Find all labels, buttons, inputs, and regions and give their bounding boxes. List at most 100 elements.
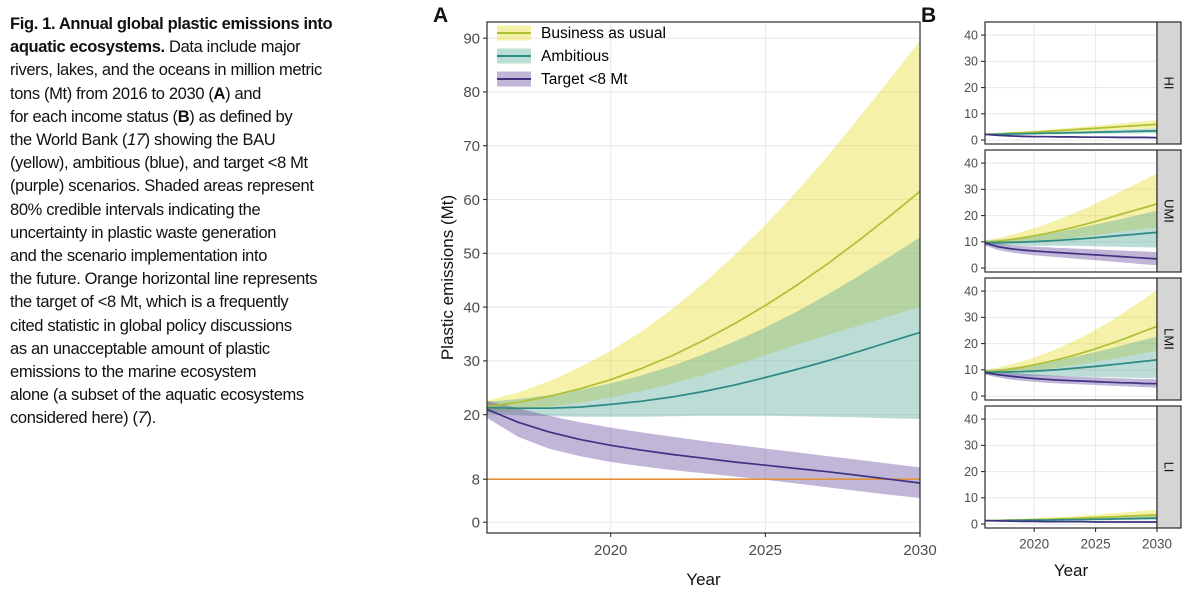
caption-segment: ) and	[225, 84, 261, 103]
y-tick-label: 40	[463, 299, 480, 316]
y-tick-label: 30	[463, 353, 480, 370]
line-ambitious	[486, 331, 921, 410]
y-tick-label: 10	[964, 491, 978, 505]
x-axis-title: Year	[686, 570, 721, 589]
caption-line: the future. Orange horizontal line repre…	[10, 268, 410, 291]
caption-line: as an unacceptable amount of plastic	[10, 338, 410, 361]
y-tick-label: 50	[463, 246, 480, 263]
y-tick-label: 30	[964, 311, 978, 325]
y-tick-label: 0	[971, 517, 978, 531]
caption-segment: considered here) (	[10, 409, 138, 428]
y-tick-label: 30	[964, 439, 978, 453]
x-tick-label: 2030	[1142, 537, 1172, 552]
line-business-as-usual	[984, 123, 1158, 136]
x-tick-label: 2020	[1019, 537, 1049, 552]
y-tick-label: 0	[971, 261, 978, 275]
caption-segment: 80% credible intervals indicating the	[10, 200, 261, 219]
caption-segment: the World Bank (	[10, 131, 127, 150]
band-business-as-usual	[487, 40, 920, 413]
caption-segment: tons (Mt) from 2016 to 2030 (	[10, 84, 214, 103]
gridlines	[985, 406, 1158, 528]
y-tick-label: 0	[472, 514, 480, 531]
facet-strip-label: HI	[1162, 77, 1177, 90]
x-tick-label: 2025	[1081, 537, 1111, 552]
caption-line: uncertainty in plastic waste generation	[10, 222, 410, 245]
caption-line: aquatic ecosystems. Data include major	[10, 36, 410, 59]
y-tick-label: 0	[971, 133, 978, 147]
band-ambitious	[985, 210, 1157, 248]
y-tick-label: 10	[964, 235, 978, 249]
panel-border	[984, 405, 1158, 529]
caption-segment: Fig. 1. Annual global plastic emissions …	[10, 15, 333, 33]
line-target-8-mt	[984, 242, 1158, 260]
legend-entry-business-as-usual: Business as usual	[497, 25, 666, 42]
caption-segment: ) as defined by	[189, 107, 293, 126]
caption-segment: uncertainty in plastic waste generation	[10, 223, 277, 242]
facet-strip-umi	[1156, 149, 1182, 273]
y-tick-label: 10	[964, 363, 978, 377]
figure-caption: Fig. 1. Annual global plastic emissions …	[10, 13, 410, 431]
band-target-8-mt	[985, 370, 1157, 388]
legend-label: Target <8 Mt	[541, 71, 628, 88]
caption-segment: the future. Orange horizontal line repre…	[10, 270, 318, 289]
caption-segment: ) showing the BAU	[144, 131, 276, 150]
line-target-8-mt	[984, 133, 1158, 139]
caption-segment: B	[177, 107, 190, 126]
y-tick-label: 60	[463, 192, 480, 209]
y-tick-label: 0	[971, 389, 978, 403]
legend-entry-target-8-mt: Target <8 Mt	[497, 71, 628, 88]
line-business-as-usual	[984, 325, 1158, 373]
caption-segment: cited statistic in global policy discuss…	[10, 316, 292, 335]
x-axis-title: Year	[1054, 561, 1089, 580]
y-tick-label: 8	[472, 471, 480, 488]
y-tick-label: 40	[964, 412, 978, 426]
panel-border	[486, 21, 921, 534]
x-tick-label: 2025	[749, 542, 782, 559]
legend-label: Business as usual	[541, 25, 666, 42]
y-tick-label: 20	[964, 209, 978, 223]
caption-segment: alone (a subset of the aquatic ecosystem…	[10, 386, 304, 405]
caption-segment: emissions to the marine ecosystem	[10, 363, 257, 382]
y-tick-label: 90	[463, 30, 480, 47]
chart-b-umi: 0 10 20 30 40 UMI	[964, 149, 1182, 275]
caption-line: (yellow), ambitious (blue), and target <…	[10, 152, 410, 175]
caption-segment: 17	[126, 131, 145, 150]
facet-strip-lmi	[1156, 277, 1182, 401]
caption-segment: A	[213, 84, 226, 103]
caption-line: for each income status (B) as defined by	[10, 106, 410, 129]
line-business-as-usual	[984, 202, 1158, 244]
facet-strip-label: LI	[1162, 462, 1177, 473]
band-business-as-usual	[985, 289, 1157, 374]
caption-line: Fig. 1. Annual global plastic emissions …	[10, 13, 410, 36]
caption-line: rivers, lakes, and the oceans in million…	[10, 59, 410, 82]
caption-line: 80% credible intervals indicating the	[10, 199, 410, 222]
line-ambitious	[985, 359, 1158, 374]
y-tick-label: 30	[964, 183, 978, 197]
gridlines	[985, 150, 1158, 272]
legend: Business as usual Ambitious Target <8 Mt	[497, 25, 666, 88]
y-tick-label: 20	[964, 81, 978, 95]
facet-strip-label: LMI	[1162, 328, 1177, 350]
caption-segment: (purple) scenarios. Shaded areas represe…	[10, 177, 314, 196]
line-business-as-usual	[486, 190, 921, 408]
y-tick-label: 30	[964, 55, 978, 69]
y-tick-label: 20	[463, 407, 480, 424]
panel-b-label: B	[921, 4, 937, 27]
band-business-as-usual	[985, 120, 1157, 135]
caption-line: cited statistic in global policy discuss…	[10, 315, 410, 338]
panel-a-label: A	[433, 4, 449, 27]
panel-b-charts: 010203040HI010203040UMI010203040LMI01020…	[964, 21, 1182, 580]
band-ambitious	[487, 237, 920, 419]
y-tick-label: 40	[964, 28, 978, 42]
y-tick-label: 80	[463, 84, 480, 101]
legend-label: Ambitious	[541, 48, 609, 65]
y-tick-label: 70	[463, 138, 480, 155]
line-target-8-mt	[984, 371, 1158, 385]
facet-strip-li	[1156, 405, 1182, 529]
line-ambitious	[985, 231, 1158, 244]
gridlines	[985, 278, 1158, 400]
